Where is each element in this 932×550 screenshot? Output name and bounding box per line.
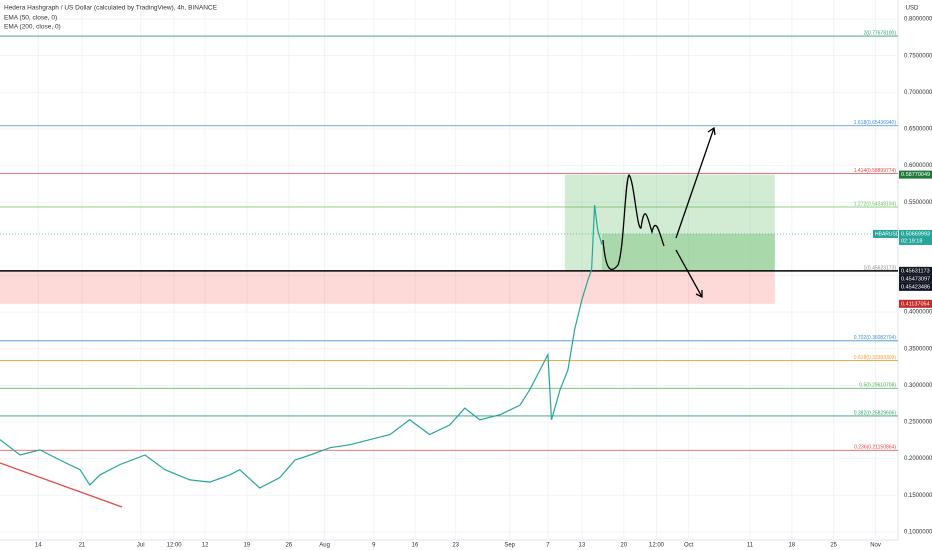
x-tick-label: 25 [830,543,837,549]
x-tick-label: 12 [202,543,209,549]
price-series [0,205,603,489]
x-tick-label: 7 [546,543,550,549]
x-tick-label: 16 [412,543,419,549]
x-tick-label: Sep [504,543,515,549]
arrow-down [675,249,703,299]
fib-label: 1.272(0.54349194) [854,201,897,207]
x-tick-label: 11 [747,543,754,549]
x-tick-label: 26 [285,543,292,549]
symbol-tag [873,229,898,238]
x-tick-label: 18 [788,543,795,549]
x-tick-label: 19 [244,543,251,549]
fib-label: 0.382(0.25829606) [854,410,897,416]
price-tag [899,170,932,179]
projection [602,174,665,271]
price-tag [899,282,932,291]
position-filled [601,233,775,271]
fib-label: 0.618(0.33393309) [854,355,897,361]
position-target [564,174,775,271]
x-tick-label: 9 [372,543,376,549]
price-tag-label: 0.45631173 [901,268,930,274]
symbol-price [899,229,932,245]
x-tick-label: Oct [684,543,694,549]
chart-title: Hedera Hashgraph / US Dollar (calculated… [4,5,218,12]
fib-label: 1.414(0.58899774) [854,168,897,174]
trendline [0,462,123,508]
x-tick-label: 20 [620,543,627,549]
x-tick-label: Aug [319,543,330,549]
fib-label: 1(0.45623173) [863,265,896,271]
price-tag-label: 0.45473097 [901,276,930,282]
x-tick-label: 23 [452,543,459,549]
price-tag-label: 0.45423486 [901,284,930,290]
x-tick-label: 12:00 [167,543,183,549]
symbol-price-label: 0.50669993 [901,231,930,237]
x-tick-label: Jul [137,543,145,549]
price-tag-label: 0.58770049 [901,172,930,178]
price-tag [899,274,932,283]
arrow-up [675,126,716,239]
fib-label: 0.702(0.36082704) [854,335,897,341]
fib-label: 0.5(0.29610708) [859,383,896,389]
symbol-name: HBARUSD [875,231,900,237]
price-tag [899,299,932,308]
price-tag-label: 0.41137054 [901,301,930,307]
indicator: EMA (50, close, 0) [4,15,57,22]
indicator: EMA (200, close, 0) [4,24,61,31]
position-stop [0,270,775,304]
x-tick-label: 13 [579,543,586,549]
currency: USD [906,6,919,12]
fib-label: 0.236(0.21150864) [854,445,896,451]
price-tag [899,266,932,275]
countdown: 02:19:18 [901,238,922,244]
x-tick-label: 21 [79,543,86,549]
x-tick-label: 14 [35,543,42,549]
fib-label: 1.618(0.65436940) [854,120,897,126]
x-tick-label: 12:00 [649,543,665,549]
y-tick-label: 0.80000000 [904,17,932,23]
fib-label: 2(0.77678100) [863,30,896,36]
x-tick-label: Nov [870,543,881,549]
